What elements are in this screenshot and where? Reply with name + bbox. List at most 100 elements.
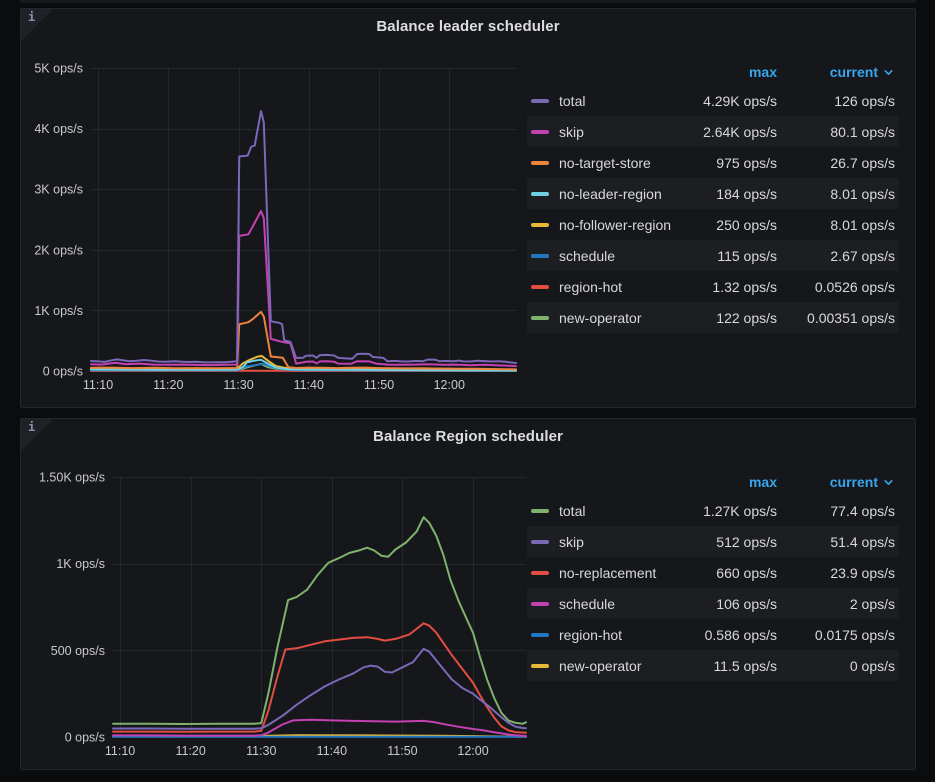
series-line-schedule [112,718,527,737]
legend-max-value: 122 ops/s [716,309,777,326]
legend-series-label[interactable]: schedule [559,247,616,264]
legend-series-label[interactable]: new-operator [559,309,642,326]
series-line-total [90,110,517,364]
legend-col-current[interactable]: current [777,64,895,80]
y-axis-tick-label: 5K ops/s [34,62,83,76]
legend-row: region-hot 1.32 ops/s 0.0526 ops/s [527,271,899,302]
series-line-no-target-store [90,310,517,371]
info-icon[interactable]: i [28,420,36,434]
legend-row: total 1.27K ops/s 77.4 ops/s [527,495,899,526]
legend-current-value: 77.4 ops/s [830,502,895,519]
legend-series-label[interactable]: skip [559,533,584,550]
series-color-swatch[interactable] [531,315,549,320]
time-series-plot[interactable]: 0 ops/s 1K ops/s 2K ops/s 3K ops/s 4K ops/s 5… [33,59,541,404]
legend-series-label[interactable]: no-target-store [559,154,651,171]
series-line-skip [90,210,517,368]
series-color-swatch[interactable] [531,160,549,165]
x-axis-tick-label: 11:50 [387,744,417,758]
legend-row: no-target-store 975 ops/s 26.7 ops/s [527,147,899,178]
legend-rows: total 1.27K ops/s 77.4 ops/s skip 512 ops/s 5… [527,495,899,681]
legend-max-value: 1.27K ops/s [703,502,777,519]
legend-series-label[interactable]: no-leader-region [559,185,662,202]
x-axis-tick-label: 11:10 [83,378,113,392]
y-axis-tick-label: 1K ops/s [56,557,105,571]
y-axis-tick-label: 3K ops/s [34,183,83,197]
panel-title[interactable]: Balance Region scheduler [373,428,563,445]
series-color-swatch[interactable] [531,98,549,103]
series-color-swatch[interactable] [531,539,549,544]
y-axis-tick-label: 500 ops/s [51,644,105,658]
legend-rows: total 4.29K ops/s 126 ops/s skip 2.64K ops/s… [527,85,899,333]
legend-col-current[interactable]: current [777,474,895,490]
info-icon[interactable]: i [28,10,36,24]
legend-col-max[interactable]: max [748,64,777,80]
x-axis-tick-label: 11:30 [246,744,276,758]
legend-max-value: 0.586 ops/s [704,626,777,643]
legend-series-label[interactable]: skip [559,123,584,140]
legend-row: no-follower-region 250 ops/s 8.01 ops/s [527,209,899,240]
legend-series-label[interactable]: new-operator [559,657,642,674]
series-color-swatch[interactable] [531,222,549,227]
x-axis-tick-label: 11:10 [105,744,135,758]
legend-row: total 4.29K ops/s 126 ops/s [527,85,899,116]
legend-current-value: 2 ops/s [849,595,895,612]
legend-current-value: 126 ops/s [834,92,895,109]
panel-info-corner[interactable] [21,419,53,451]
x-axis-tick-label: 12:00 [457,744,488,758]
legend-row: region-hot 0.586 ops/s 0.0175 ops/s [527,619,899,650]
legend-col-current-label: current [829,64,878,80]
series-color-swatch[interactable] [531,601,549,606]
panel-info-corner[interactable] [21,9,53,41]
legend-col-max[interactable]: max [748,474,777,490]
legend-series-label[interactable]: total [559,92,586,109]
legend-header: max current [527,469,899,495]
legend-table: max current total 1.27K ops/s 77.4 ops/s sk… [527,469,899,681]
legend-series-label[interactable]: schedule [559,595,616,612]
legend-series-label[interactable]: no-follower-region [559,216,672,233]
y-axis-tick-label: 2K ops/s [34,243,83,257]
series-color-swatch[interactable] [531,191,549,196]
series-color-swatch[interactable] [531,632,549,637]
legend-max-value: 512 ops/s [716,533,777,550]
x-axis-tick-label: 11:50 [364,378,394,392]
legend-current-value: 51.4 ops/s [830,533,895,550]
legend-table: max current total 4.29K ops/s 126 ops/s ski… [527,59,899,333]
x-axis-tick-label: 11:20 [153,378,183,392]
y-axis-tick-label: 0 ops/s [65,731,105,745]
series-color-swatch[interactable] [531,508,549,513]
legend-series-label[interactable]: total [559,502,586,519]
legend-header: max current [527,59,899,85]
legend-max-value: 975 ops/s [716,154,777,171]
series-line-no-leader-region [90,358,517,372]
series-color-swatch[interactable] [531,129,549,134]
legend-series-label[interactable]: region-hot [559,278,623,295]
legend-col-current-label: current [829,474,878,490]
y-axis-tick-label: 0 ops/s [43,365,83,379]
series-color-swatch[interactable] [531,663,549,668]
legend-series-label[interactable]: region-hot [559,626,623,643]
legend-max-value: 250 ops/s [716,216,777,233]
legend-row: new-operator 11.5 ops/s 0 ops/s [527,650,899,681]
legend-max-value: 11.5 ops/s [713,657,777,674]
series-color-swatch[interactable] [531,284,549,289]
panel-title[interactable]: Balance leader scheduler [376,18,560,35]
legend-max-value: 660 ops/s [716,564,777,581]
legend-current-value: 8.01 ops/s [830,216,895,233]
y-axis-tick-label: 4K ops/s [34,122,83,136]
series-line-skip [112,647,527,730]
legend-current-value: 0 ops/s [849,657,895,674]
series-color-swatch[interactable] [531,253,549,258]
legend-row: skip 2.64K ops/s 80.1 ops/s [527,116,899,147]
series-color-swatch[interactable] [531,570,549,575]
legend-current-value: 26.7 ops/s [830,154,895,171]
legend-current-value: 0.0175 ops/s [814,626,895,643]
time-series-plot[interactable]: 0 ops/s 500 ops/s 1K ops/s 1.50K ops/s 11:10… [33,469,541,769]
x-axis-tick-label: 12:00 [434,378,465,392]
chevron-down-icon [884,479,893,485]
legend-max-value: 184 ops/s [716,185,777,202]
legend-series-label[interactable]: no-replacement [559,564,657,581]
legend-current-value: 0.0526 ops/s [814,278,895,295]
y-axis-tick-label: 1.50K ops/s [39,471,105,485]
chevron-down-icon [884,69,893,75]
legend-current-value: 8.01 ops/s [830,185,895,202]
